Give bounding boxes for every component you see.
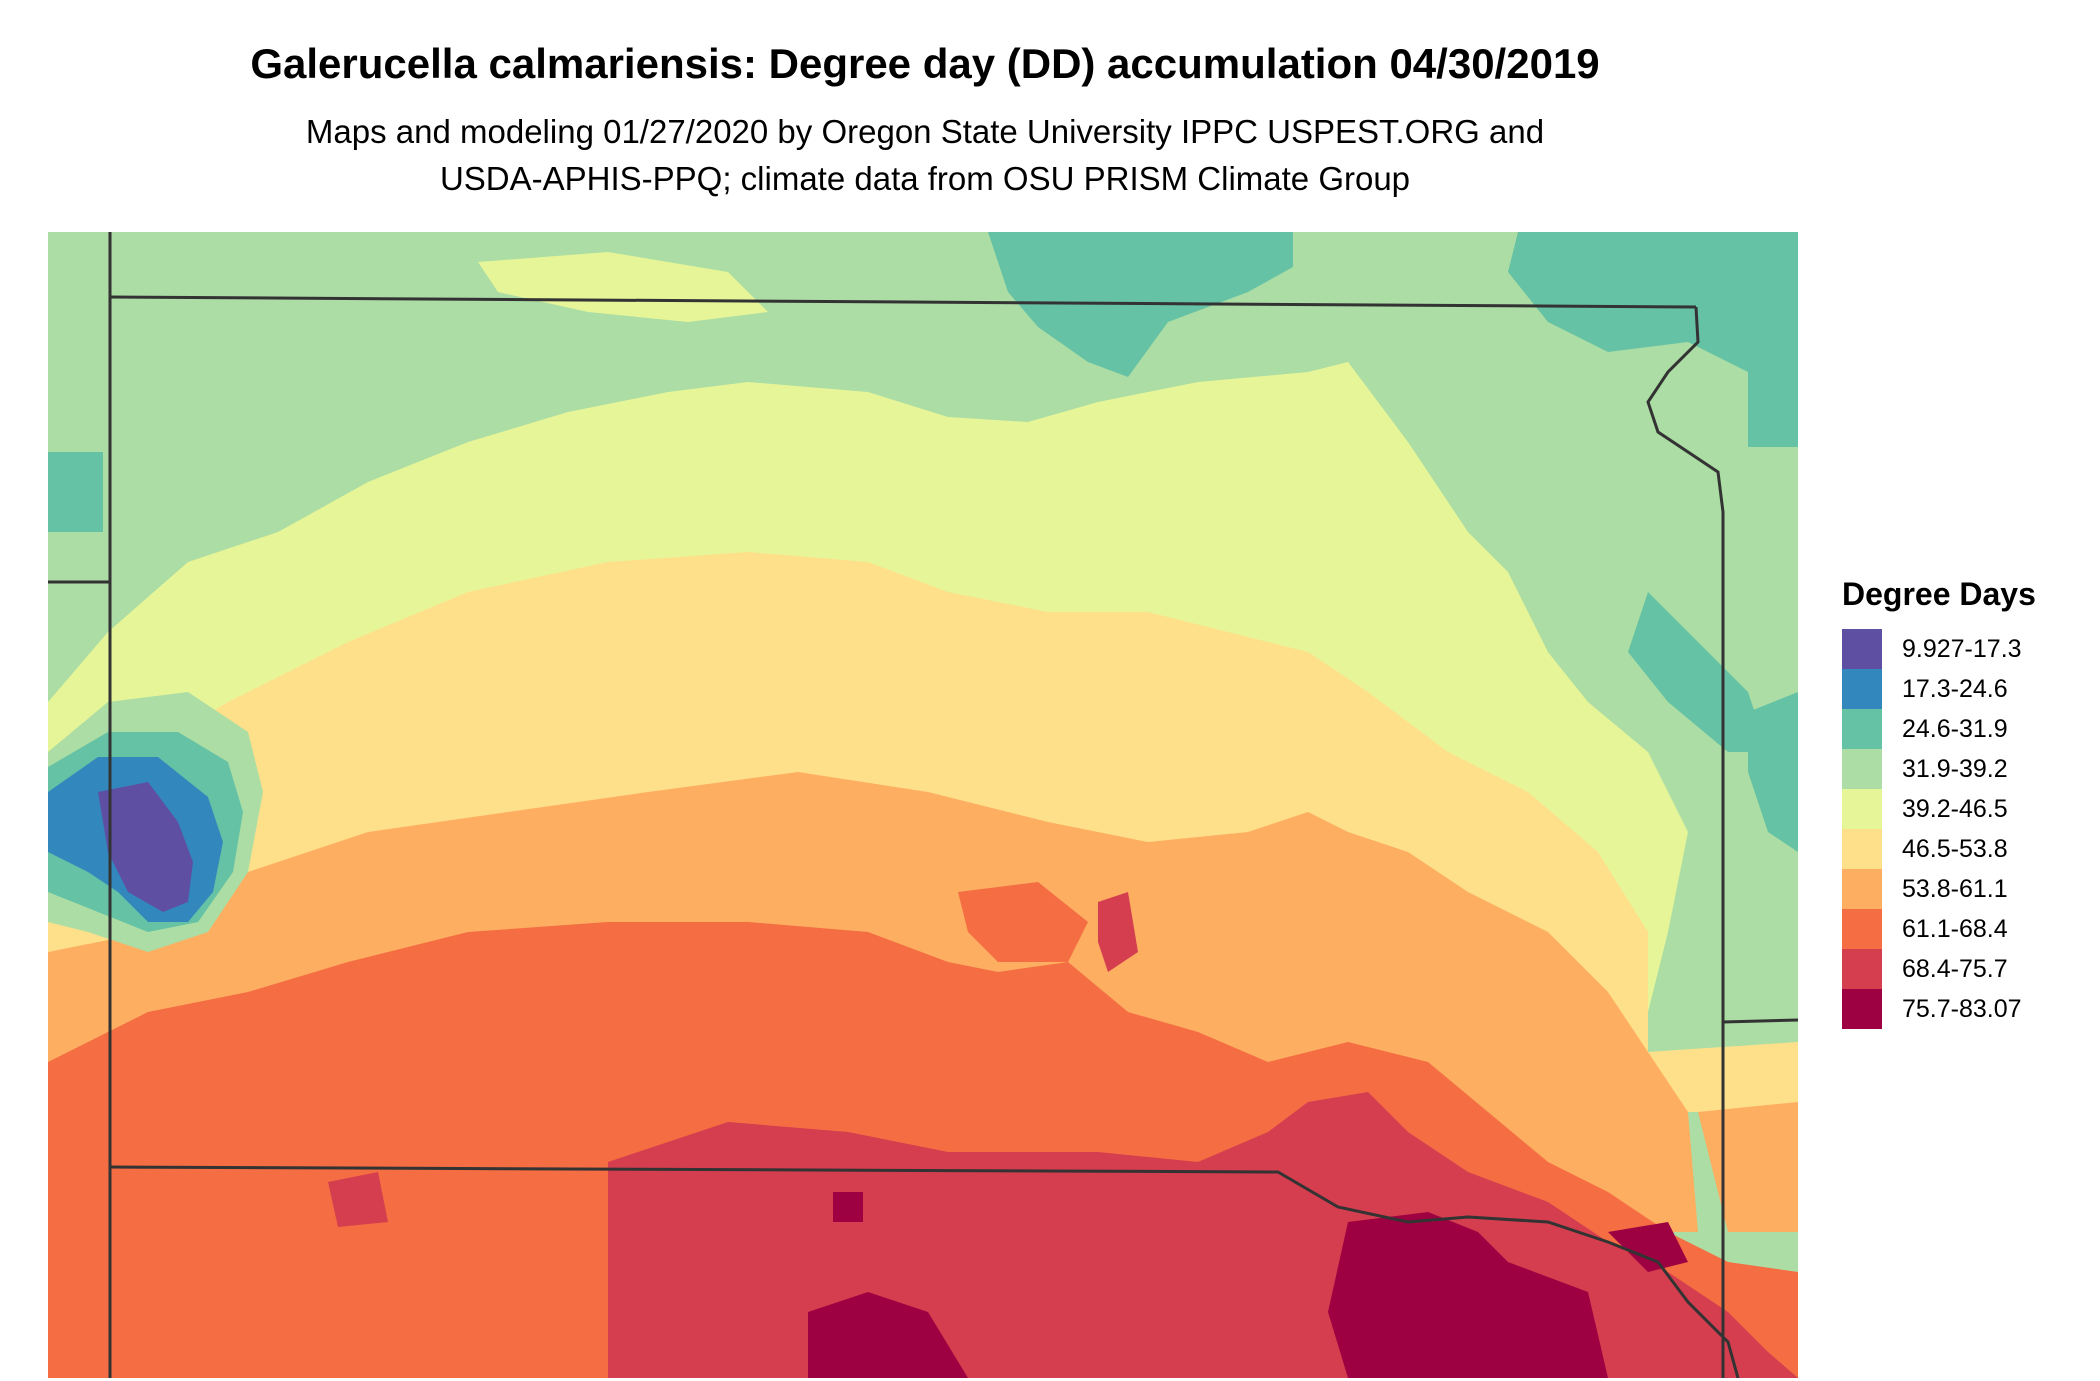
legend-swatch [1842, 829, 1882, 869]
legend-item: 9.927-17.3 [1842, 629, 2036, 669]
legend-title: Degree Days [1842, 576, 2036, 612]
sd-north-border [109, 295, 1697, 309]
legend-item: 39.2-46.5 [1842, 789, 2036, 829]
legend-label: 9.927-17.3 [1902, 634, 2022, 663]
legend-label: 53.8-61.1 [1902, 874, 2008, 903]
legend-label: 17.3-24.6 [1902, 674, 2008, 703]
legend-label: 31.9-39.2 [1902, 754, 2008, 783]
legend-label: 61.1-68.4 [1902, 914, 2008, 943]
legend-label: 39.2-46.5 [1902, 794, 2008, 823]
zone-75-7-83-07-east [1608, 1222, 1688, 1272]
legend-item: 46.5-53.8 [1842, 829, 2036, 869]
legend-item: 75.7-83.07 [1842, 989, 2036, 1029]
mn-ia-border [1722, 1018, 1798, 1024]
map-subtitle-line1: Maps and modeling 01/27/2020 by Oregon S… [305, 113, 1545, 150]
legend: Degree Days 9.927-17.3 17.3-24.6 24.6-31.9… [1842, 576, 2036, 1029]
legend-swatch [1842, 749, 1882, 789]
zone-75-7-83-07-se [1328, 1212, 1608, 1378]
zone-61-1-68-4-mid [958, 882, 1088, 962]
map-title: Galerucella calmariensis: Degree day (DD… [250, 40, 1600, 87]
legend-swatch [1842, 629, 1882, 669]
zone-68-4-75-7-west [328, 1172, 388, 1227]
sd-east-border [1646, 306, 1725, 1378]
zone-9-927-17-3 [98, 782, 193, 912]
zone-24-6-31-9-east2 [1748, 692, 1798, 852]
legend-item: 61.1-68.4 [1842, 909, 2036, 949]
zone-24-6-31-9-east [1628, 592, 1768, 752]
zone-68-4-75-7-center [1098, 892, 1138, 972]
legend-item: 53.8-61.1 [1842, 869, 2036, 909]
legend-swatch [1842, 709, 1882, 749]
legend-label: 75.7-83.07 [1902, 994, 2022, 1023]
map-subtitle-line2: USDA-APHIS-PPQ; climate data from OSU PR… [439, 160, 1411, 197]
zone-75-7-83-07-dot [833, 1192, 863, 1222]
zone-24-6-31-9-west [48, 452, 103, 532]
degree-day-map [48, 232, 1798, 1378]
legend-label: 68.4-75.7 [1902, 954, 2008, 983]
zone-75-7-83-07-south [808, 1292, 968, 1378]
legend-swatch [1842, 789, 1882, 829]
legend-swatch [1842, 869, 1882, 909]
legend-swatch [1842, 669, 1882, 709]
legend-swatch [1842, 949, 1882, 989]
legend-label: 24.6-31.9 [1902, 714, 2008, 743]
legend-swatch [1842, 909, 1882, 949]
state-boundaries [48, 232, 1798, 1378]
legend-item: 68.4-75.7 [1842, 949, 2036, 989]
sd-south-border [109, 1165, 1740, 1378]
legend-item: 31.9-39.2 [1842, 749, 2036, 789]
legend-item: 24.6-31.9 [1842, 709, 2036, 749]
legend-swatch [1842, 989, 1882, 1029]
legend-item: 17.3-24.6 [1842, 669, 2036, 709]
legend-items: 9.927-17.3 17.3-24.6 24.6-31.9 31.9-39.2 39.… [1842, 629, 2036, 1029]
zone-39-2-46-5-north [478, 252, 768, 322]
zone-24-6-31-9-ne [1508, 232, 1798, 447]
legend-label: 46.5-53.8 [1902, 834, 2008, 863]
